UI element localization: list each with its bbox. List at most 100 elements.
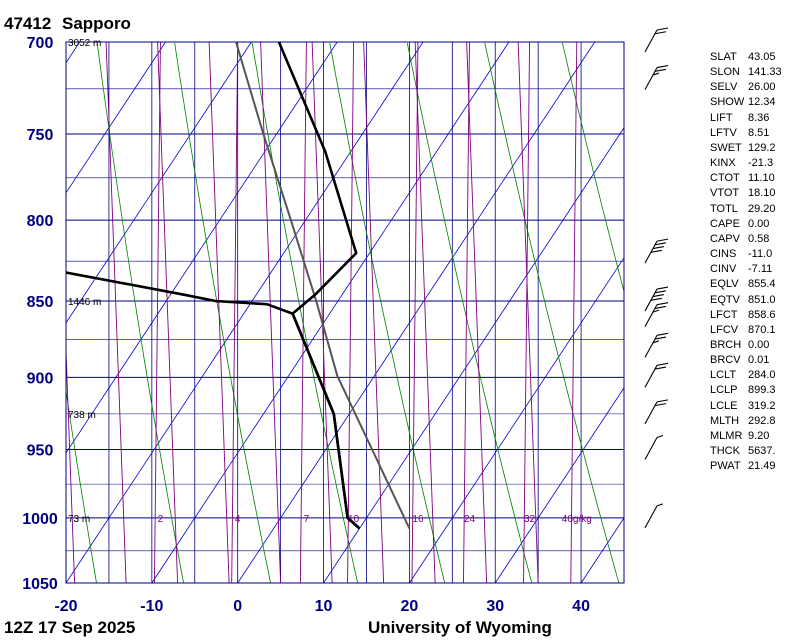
dewpoint-profile [66,271,361,530]
parameter-value: 0.58 [748,232,770,245]
profiles [66,42,411,530]
wind-barb-flag [654,366,667,370]
parameter-row: CINV -7.11 [710,262,800,277]
parameter-row: SLAT 43.05 [710,50,800,65]
wind-barb [644,302,669,327]
mixing-ratio-line [411,42,419,583]
pressure-tick-label: 1000 [22,511,58,528]
mixing-ratio-line [523,42,531,583]
plot-frame [65,41,625,584]
parameter-name: SHOW [710,96,745,109]
mixing-ratio-line [66,338,76,583]
parameter-name: MLTH [710,414,740,427]
parameter-value: 0.01 [748,354,770,367]
temperature-tick-label: 40 [572,598,590,615]
parameter-row: LFTV 8.51 [710,126,800,141]
mixing-ratio-line [463,42,470,583]
skewed-isotherm [151,42,510,583]
parameter-name: CAPE [710,217,740,230]
wind-barb [644,65,669,90]
parameter-row: TOTL 29.20 [710,202,800,217]
wind-barb-flag [656,302,669,306]
parameter-row: LIFT 8.36 [710,111,800,126]
wind-barb-flag [652,246,665,250]
height-label: 3052 m [68,38,101,49]
skewed-isotherm [66,42,338,454]
skewed-isotherm [66,42,81,64]
parameter-row: LCLE 319.2 [710,399,800,414]
mixing-ratio-line [3,42,23,583]
parameter-value: 899.3 [748,384,776,397]
wind-barb [644,503,664,529]
wind-barb-flag [654,68,667,72]
parameter-value: 0.00 [748,338,770,351]
parameter-row: EQTV 851.0 [710,293,800,308]
parameter-value: 855.4 [748,278,776,291]
parameter-name: BRCV [710,354,741,367]
pressure-tick-label: 750 [27,127,54,144]
parameter-row: MLMR 9.20 [710,429,800,444]
skewed-isotherm [409,257,624,583]
wind-barb-flag [650,297,662,301]
parameter-row: SHOW 12.34 [710,95,800,110]
parameter-name: CINS [710,248,737,261]
parameter-name: LCLE [710,399,738,412]
parameter-name: EQTV [710,293,740,306]
parameter-row: THCK 5637. [710,444,800,459]
parameter-value: 851.0 [748,293,776,306]
mixing-ratio-line [363,42,385,583]
wind-barb [644,362,669,388]
parameter-value: 5637. [748,445,776,458]
skewed-isotherm [494,387,624,583]
parameter-name: SELV [710,81,738,94]
mixing-ratio-label: 7 [304,514,310,525]
parameter-name: PWAT [710,460,741,473]
mixing-ratio-line [208,42,230,583]
pressure-tick-label: 700 [27,35,54,52]
height-label: 1446 m [68,297,101,308]
wind-barb-flag [654,290,667,294]
wind-barb-flag [652,293,665,298]
temperature-tick-label: 0 [233,598,242,615]
parameter-row: CAPV 0.58 [710,232,800,247]
wind-barb [644,332,669,358]
wind-barb-flag [650,249,662,253]
parameter-row: LCLT 284.0 [710,368,800,383]
observation-time: 12Z 17 Sep 2025 [4,618,135,637]
parameter-value: -21.3 [748,157,774,170]
wind-barb-flag [652,309,660,313]
temperature-profile [277,42,361,530]
mixing-ratio-line [157,42,179,583]
mixing-ratio-line [231,42,239,583]
wind-barb-flag [656,362,669,366]
wind-barb-flag [656,332,669,336]
dry-adiabat [66,388,97,583]
mixing-ratio-line [311,42,333,583]
parameter-row: MLTH 292.8 [710,414,800,429]
background-lines [3,42,624,583]
wind-barb [644,286,669,312]
pressure-tick-label: 1050 [22,576,58,593]
wind-barb-staff [644,505,658,529]
parameter-row: KINX -21.3 [710,156,800,171]
parameter-value: -11.0 [748,248,773,261]
parameter-row: SWET 129.2 [710,141,800,156]
parameter-row: LFCT 858.6 [710,308,800,323]
parameter-row: SELV 26.00 [710,80,800,95]
parameter-row: LCLP 899.3 [710,383,800,398]
mixing-ratio-line [517,42,539,583]
wind-barb [644,434,664,460]
parameter-value: 12.34 [748,96,776,109]
height-label: 738 m [68,410,96,421]
wind-barb-flag [656,434,664,438]
wind-barb-flag [656,503,664,507]
wind-barb-staff [644,437,658,460]
wind-barb-flag [656,286,669,290]
parameter-name: SLAT [710,51,737,63]
parameter-name: LFCT [710,308,738,321]
dry-adiabat [251,42,359,583]
mixing-ratio-label: 40g/kg [562,514,592,525]
temperature-axis: -20 -10 0 10 20 30 40 [54,598,590,615]
dry-adiabat [406,42,533,583]
